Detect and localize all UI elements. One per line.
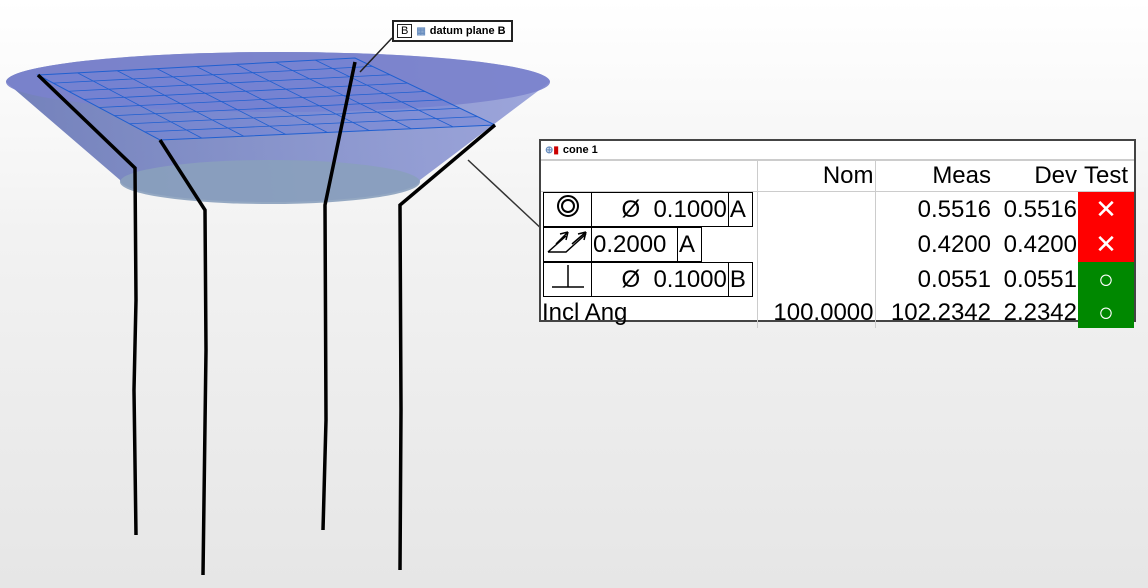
- feature-control-frame: 0.2000 A: [543, 227, 702, 262]
- cone-bottom: [120, 160, 420, 204]
- feature-control-frame: Ø 0.1000 B: [542, 262, 754, 297]
- fail-x-icon: ✕: [1078, 191, 1134, 227]
- concentricity-icon: [542, 192, 593, 227]
- datum-ref: B: [727, 262, 754, 297]
- nom-value: [757, 227, 876, 262]
- nom-value: [757, 191, 876, 227]
- nom-value: 100.0000: [757, 297, 876, 328]
- fail-x-icon: ✕: [1078, 227, 1134, 262]
- table-row[interactable]: Ø 0.1000 B 0.0551 0.0551 ○: [541, 262, 1134, 297]
- tolerance: 0.1000: [653, 265, 727, 293]
- pass-circle-icon: ○: [1078, 297, 1134, 328]
- datum-ref: A: [727, 192, 754, 227]
- mesh-line: [129, 107, 461, 125]
- tolerance: 0.1000: [653, 195, 727, 223]
- mesh-line: [98, 91, 426, 108]
- mesh-line: [144, 116, 478, 133]
- header-dev: Dev: [992, 161, 1078, 192]
- meas-value: 0.0551: [917, 265, 991, 293]
- tolerance-value: 0.2000: [591, 227, 678, 262]
- mesh-line: [114, 99, 443, 117]
- meas-value: 0.5516: [917, 195, 991, 223]
- table-row[interactable]: Ø 0.1000 A 0.5516 0.5516 ✕: [541, 191, 1134, 227]
- row-label: Incl Ang: [541, 297, 758, 328]
- label-leader: [359, 37, 393, 73]
- nom-value: [757, 262, 876, 297]
- dev-value: 0.4200: [1003, 230, 1077, 258]
- feature-control-frame: Ø 0.1000 A: [542, 192, 754, 227]
- cone-results-panel[interactable]: ⊕▮ cone 1 Nom Meas Dev Test Ø 0.1000 A 0…: [539, 139, 1136, 328]
- datum-letter: B: [397, 24, 413, 38]
- datum-ref: A: [677, 227, 702, 262]
- header-feature: [541, 161, 758, 192]
- perpendicularity-icon: [542, 262, 593, 297]
- header-test: Test: [1078, 161, 1134, 192]
- dev-value: 0.5516: [1003, 195, 1077, 223]
- tolerance: 0.2000: [593, 230, 667, 258]
- panel-title: cone 1: [562, 144, 598, 156]
- diameter-symbol: Ø: [621, 195, 641, 223]
- tolerance-value: Ø 0.1000: [591, 192, 729, 227]
- panel-leader: [467, 159, 546, 233]
- mesh-line: [235, 64, 370, 131]
- table-row[interactable]: Incl Ang 100.0000 102.2342 2.2342 ○: [541, 297, 1134, 328]
- results-table: Nom Meas Dev Test Ø 0.1000 A 0.5516 0.55…: [541, 161, 1134, 328]
- panel-title-bar: ⊕▮ cone 1: [541, 141, 1134, 161]
- cone-feature-icon: ⊕▮: [545, 144, 559, 156]
- mesh-line: [275, 61, 412, 130]
- meas-value: 0.4200: [917, 230, 991, 258]
- table-header: Nom Meas Dev Test: [541, 161, 1134, 192]
- table-row[interactable]: 0.2000 A 0.4200 0.4200 ✕: [541, 227, 1134, 262]
- probe-scan-lines: [36, 61, 497, 576]
- total-runout-icon: [543, 227, 592, 262]
- datum-plane-label[interactable]: B ▦ datum plane B: [392, 20, 513, 42]
- header-meas: Meas: [875, 161, 992, 192]
- plane-feature-icon: ▦: [416, 25, 426, 37]
- tolerance-value: Ø 0.1000: [591, 262, 729, 297]
- mesh-line: [315, 59, 454, 128]
- diameter-symbol: Ø: [621, 265, 641, 293]
- meas-value: 102.2342: [890, 298, 991, 326]
- header-nom: Nom: [757, 161, 876, 192]
- pass-circle-icon: ○: [1078, 262, 1134, 297]
- dev-value: 2.2342: [1003, 298, 1077, 326]
- dev-value: 0.0551: [1003, 265, 1077, 293]
- datum-label-text: datum plane B: [429, 25, 506, 37]
